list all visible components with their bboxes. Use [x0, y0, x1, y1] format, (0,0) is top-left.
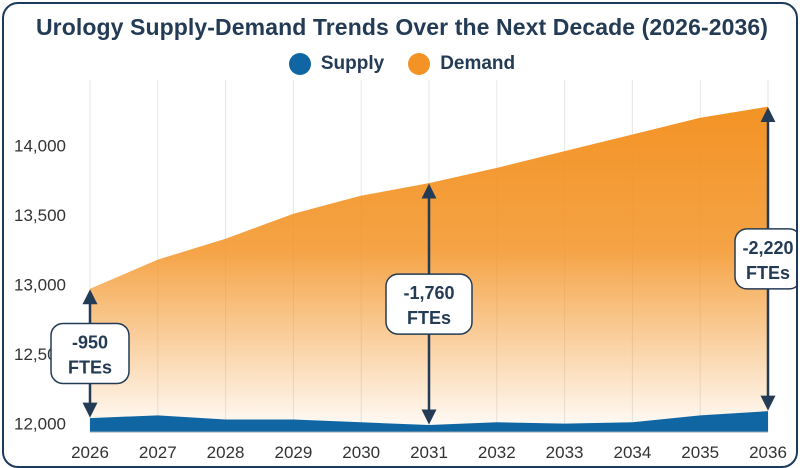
legend-label-supply: Supply	[320, 53, 385, 74]
x-tick-label: 2036	[749, 443, 787, 462]
x-tick-label: 2033	[546, 443, 584, 462]
x-tick-label: 2028	[207, 443, 245, 462]
gap-label-unit: FTEs	[746, 263, 790, 283]
chart-title: Urology Supply-Demand Trends Over the Ne…	[35, 14, 769, 40]
supply-area	[90, 411, 768, 432]
gap-label-value: -2,220	[742, 238, 793, 258]
gap-label-unit: FTEs	[407, 308, 451, 328]
gap-label-box	[385, 273, 473, 335]
x-tick-label: 2034	[613, 443, 651, 462]
x-tick-label: 2032	[478, 443, 516, 462]
gap-label-box	[50, 322, 130, 385]
legend-label-demand: Demand	[440, 53, 516, 74]
y-tick-label: 13,000	[14, 276, 66, 295]
legend-swatch-demand	[408, 53, 431, 75]
x-tick-label: 2029	[274, 443, 312, 462]
x-tick-label: 2026	[71, 443, 109, 462]
gap-label-value: -1,760	[403, 283, 454, 303]
y-tick-label: 13,500	[14, 206, 66, 225]
gap-label-unit: FTEs	[68, 357, 112, 377]
gap-label-box	[734, 228, 796, 290]
legend-swatch-supply	[288, 53, 311, 75]
legend-item-demand: Demand	[408, 53, 515, 75]
y-tick-label: 14,000	[14, 137, 66, 156]
legend-item-supply: Supply	[288, 53, 385, 75]
x-tick-label: 2027	[139, 443, 177, 462]
x-tick-label: 2031	[410, 443, 448, 462]
x-tick-label: 2030	[342, 443, 380, 462]
legend: Supply Demand	[4, 50, 796, 78]
x-tick-label: 2035	[681, 443, 719, 462]
gap-label-value: -950	[72, 332, 108, 352]
y-tick-label: 12,000	[14, 415, 66, 434]
